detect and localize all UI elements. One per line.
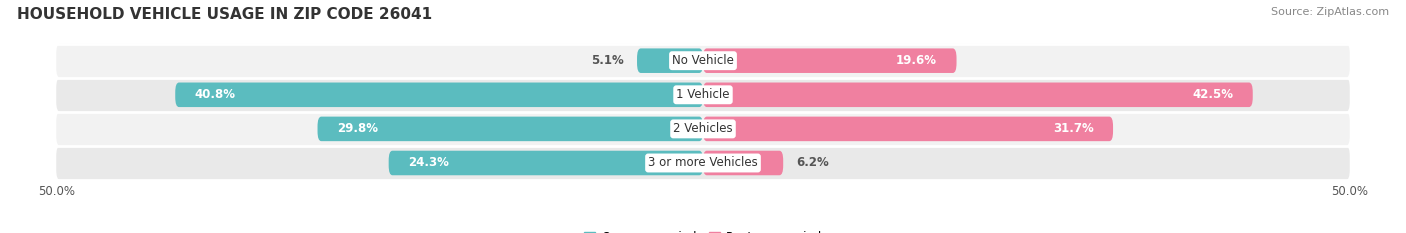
Text: 6.2%: 6.2% <box>796 157 830 169</box>
Text: 24.3%: 24.3% <box>408 157 449 169</box>
Text: 3 or more Vehicles: 3 or more Vehicles <box>648 157 758 169</box>
Text: 29.8%: 29.8% <box>337 122 378 135</box>
FancyBboxPatch shape <box>318 116 703 141</box>
FancyBboxPatch shape <box>56 44 1350 78</box>
FancyBboxPatch shape <box>176 82 703 107</box>
Text: No Vehicle: No Vehicle <box>672 54 734 67</box>
FancyBboxPatch shape <box>56 78 1350 112</box>
Legend: Owner-occupied, Renter-occupied: Owner-occupied, Renter-occupied <box>579 226 827 233</box>
Text: 5.1%: 5.1% <box>592 54 624 67</box>
Text: 2 Vehicles: 2 Vehicles <box>673 122 733 135</box>
FancyBboxPatch shape <box>703 116 1114 141</box>
FancyBboxPatch shape <box>703 151 783 175</box>
FancyBboxPatch shape <box>703 82 1253 107</box>
Text: 19.6%: 19.6% <box>896 54 938 67</box>
FancyBboxPatch shape <box>637 48 703 73</box>
Text: 40.8%: 40.8% <box>194 88 236 101</box>
Text: 1 Vehicle: 1 Vehicle <box>676 88 730 101</box>
Text: 42.5%: 42.5% <box>1192 88 1233 101</box>
FancyBboxPatch shape <box>388 151 703 175</box>
Text: 31.7%: 31.7% <box>1053 122 1094 135</box>
Text: HOUSEHOLD VEHICLE USAGE IN ZIP CODE 26041: HOUSEHOLD VEHICLE USAGE IN ZIP CODE 2604… <box>17 7 432 22</box>
FancyBboxPatch shape <box>56 146 1350 180</box>
FancyBboxPatch shape <box>703 48 956 73</box>
FancyBboxPatch shape <box>56 112 1350 146</box>
Text: Source: ZipAtlas.com: Source: ZipAtlas.com <box>1271 7 1389 17</box>
